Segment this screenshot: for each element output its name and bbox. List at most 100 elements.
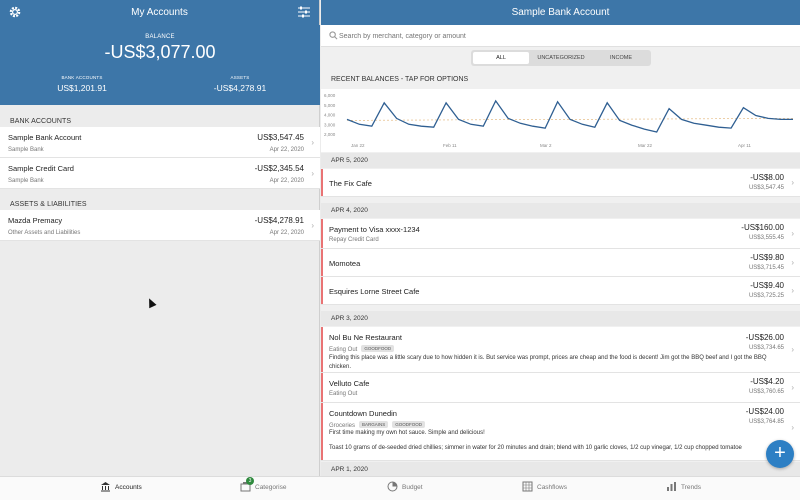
transaction-indicator bbox=[321, 277, 323, 304]
balance-chart[interactable]: 6,000 5,000 4,000 3,000 2,000 Jan 22 Feb 11 Mar… bbox=[321, 89, 800, 152]
balance-chart-svg: 6,000 5,000 4,000 3,000 2,000 Jan 22 Feb 11 Mar… bbox=[324, 93, 794, 148]
filter-icon[interactable] bbox=[297, 5, 311, 19]
account-row[interactable]: Mazda Premacy Other Assets and Liabiliti… bbox=[0, 210, 320, 241]
transaction-indicator bbox=[321, 219, 323, 248]
transaction-running-balance: US$3,764.85 bbox=[748, 419, 784, 425]
tag-badge: BARGAINS bbox=[359, 421, 389, 428]
transaction-row[interactable]: Momotea -US$9.80 US$3,715.45 › bbox=[321, 249, 800, 277]
assets-section-header: ASSETS & LIABILITIES bbox=[10, 201, 87, 208]
transaction-row[interactable]: Esquires Lorne Street Cafe -US$9.40 US$3… bbox=[321, 277, 800, 305]
transaction-row[interactable]: Nol Bu Ne Restaurant Eating Out GOODFOOD … bbox=[321, 327, 800, 373]
balance-value: -US$3,077.00 bbox=[104, 42, 216, 62]
transaction-name: Nol Bu Ne Restaurant bbox=[329, 333, 402, 342]
categorise-icon bbox=[240, 482, 251, 492]
account-date: Apr 22, 2020 bbox=[269, 230, 304, 236]
tab-label: Cashflows bbox=[537, 484, 567, 491]
transaction-indicator bbox=[321, 327, 323, 372]
tag-badge: GOODFOOD bbox=[361, 345, 395, 352]
transaction-name: The Fix Cafe bbox=[329, 179, 372, 188]
y-tick-label: 3,000 bbox=[324, 122, 336, 127]
transactions-header: Sample Bank Account bbox=[321, 0, 800, 25]
chevron-right-icon: › bbox=[311, 221, 314, 230]
x-tick-label: Mar 2 bbox=[540, 143, 552, 148]
accounts-pane: My Accounts BALANCE -US$3,077.00 BANK AC… bbox=[0, 0, 320, 476]
budget-icon bbox=[387, 481, 398, 492]
transaction-amount: -US$8.00 bbox=[750, 173, 784, 182]
tab-trends[interactable]: Trends bbox=[666, 481, 701, 497]
accounts-icon bbox=[101, 482, 110, 492]
tab-label: Trends bbox=[681, 484, 701, 491]
account-name: Sample Bank Account bbox=[8, 133, 82, 142]
transaction-row[interactable]: Countdown Dunedin Groceries BARGAINS GOODF… bbox=[321, 403, 800, 461]
transaction-note-detail: Toast 10 grams of de-seeded dried chilli… bbox=[329, 445, 742, 451]
bank-accounts-section-header: BANK ACCOUNTS bbox=[10, 118, 72, 125]
transaction-row[interactable]: Velluto Cafe Eating Out -US$4.20 US$3,76… bbox=[321, 373, 800, 403]
recent-balances-header[interactable]: RECENT BALANCES - TAP FOR OPTIONS bbox=[321, 73, 800, 87]
chevron-right-icon: › bbox=[791, 258, 794, 267]
transactions-pane: Sample Bank Account ALL UNCATEGORIZED IN… bbox=[321, 0, 800, 476]
transaction-name: Momotea bbox=[329, 259, 361, 268]
tab-categorise[interactable]: 3 Categorise bbox=[240, 477, 286, 497]
plus-icon: + bbox=[774, 442, 786, 464]
account-row[interactable]: Sample Credit Card Sample Bank -US$2,345… bbox=[0, 158, 320, 189]
account-bank: Sample Bank bbox=[8, 178, 44, 184]
accounts-header: My Accounts bbox=[0, 0, 319, 25]
chevron-right-icon: › bbox=[791, 286, 794, 295]
account-row[interactable]: Sample Bank Account Sample Bank US$3,547… bbox=[0, 127, 320, 158]
transaction-note: First time making my own hot sauce. Simp… bbox=[329, 430, 485, 436]
segment-uncategorized[interactable]: UNCATEGORIZED bbox=[537, 55, 585, 61]
bank-accounts-summary: BANK ACCOUNTS US$1,201.91 bbox=[22, 75, 142, 93]
transaction-note: Finding this place was a little scary du… bbox=[329, 355, 767, 370]
transaction-name: Esquires Lorne Street Cafe bbox=[329, 287, 420, 296]
transaction-row[interactable]: Payment to Visa xxxx-1234 Repay Credit C… bbox=[321, 219, 800, 249]
transaction-amount: -US$9.80 bbox=[750, 253, 784, 262]
transaction-category: Eating Out bbox=[329, 347, 358, 353]
transaction-running-balance: US$3,715.45 bbox=[748, 265, 784, 271]
mouse-cursor bbox=[145, 296, 157, 309]
tab-label: Budget bbox=[402, 484, 423, 491]
x-tick-label: Jan 22 bbox=[351, 143, 365, 148]
transaction-running-balance: US$3,760.65 bbox=[748, 389, 784, 395]
bank-accounts-summary-label: BANK ACCOUNTS bbox=[61, 75, 103, 80]
transaction-amount: -US$24.00 bbox=[745, 407, 784, 416]
transaction-row[interactable]: The Fix Cafe -US$8.00 US$3,547.45 › bbox=[321, 169, 800, 197]
transaction-amount: -US$160.00 bbox=[741, 223, 784, 232]
account-title: Sample Bank Account bbox=[511, 7, 610, 18]
transaction-indicator bbox=[321, 403, 323, 460]
transaction-running-balance: US$3,547.45 bbox=[748, 185, 784, 191]
chevron-right-icon: › bbox=[791, 229, 794, 238]
bank-accounts-summary-value: US$1,201.91 bbox=[57, 83, 107, 93]
account-name: Sample Credit Card bbox=[8, 164, 74, 173]
assets-summary: ASSETS -US$4,278.91 bbox=[180, 75, 300, 93]
account-amount: -US$4,278.91 bbox=[254, 216, 304, 225]
tab-accounts[interactable]: Accounts bbox=[100, 481, 142, 497]
transaction-running-balance: US$3,734.65 bbox=[748, 345, 784, 351]
account-name: Mazda Premacy bbox=[8, 216, 63, 225]
tab-budget[interactable]: Budget bbox=[387, 481, 423, 497]
gear-icon[interactable] bbox=[8, 5, 22, 19]
account-date: Apr 22, 2020 bbox=[269, 178, 304, 184]
segment-income[interactable]: INCOME bbox=[610, 55, 632, 61]
assets-summary-value: -US$4,278.91 bbox=[213, 83, 267, 93]
transaction-name: Countdown Dunedin bbox=[329, 409, 397, 418]
transaction-category: Repay Credit Card bbox=[329, 237, 379, 243]
add-transaction-button[interactable]: + bbox=[766, 440, 794, 468]
transaction-category: Groceries bbox=[329, 423, 356, 429]
search-bar bbox=[321, 25, 800, 47]
account-bank: Other Assets and Liabilities bbox=[8, 230, 81, 236]
search-input[interactable] bbox=[339, 29, 779, 43]
chevron-right-icon: › bbox=[311, 169, 314, 178]
x-tick-label: Mar 22 bbox=[638, 143, 653, 148]
transaction-amount: -US$9.40 bbox=[750, 281, 784, 290]
trends-icon bbox=[667, 482, 676, 491]
segment-all[interactable]: ALL bbox=[473, 52, 529, 64]
chevron-right-icon: › bbox=[791, 383, 794, 392]
tag-badge: GOODFOOD bbox=[392, 421, 426, 428]
balance-summary: BALANCE -US$3,077.00 BANK ACCOUNTS US$1,… bbox=[0, 25, 320, 105]
page-title: My Accounts bbox=[131, 7, 188, 18]
transaction-amount: -US$26.00 bbox=[745, 333, 784, 342]
tab-cashflows[interactable]: Cashflows bbox=[522, 481, 567, 497]
categorise-badge: 3 bbox=[246, 477, 254, 485]
balance-series-line bbox=[346, 99, 793, 133]
